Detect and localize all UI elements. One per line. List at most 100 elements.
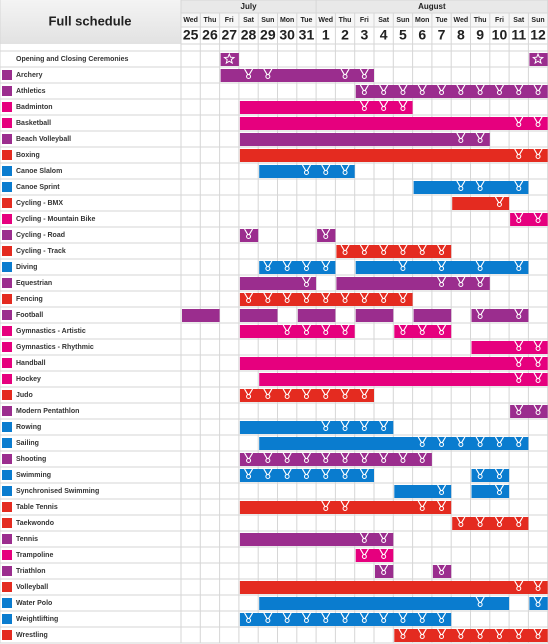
medal-icon xyxy=(475,276,485,284)
sport-name: Archery xyxy=(16,72,43,79)
sport-name: Cycling - Mountain Bike xyxy=(16,216,95,223)
month-label: July xyxy=(241,2,258,11)
date-label: 2 xyxy=(341,27,349,43)
medal-icon xyxy=(284,618,290,623)
medal-icon xyxy=(439,266,445,271)
medal-icon xyxy=(359,532,369,540)
session-bar xyxy=(394,325,452,338)
medal-icon xyxy=(475,260,485,268)
medal-icon xyxy=(458,634,464,639)
session-bar xyxy=(220,69,374,82)
sport-color-key xyxy=(2,294,12,304)
sport-name: Swimming xyxy=(16,472,51,479)
medal-icon xyxy=(340,292,350,300)
weekday-label: Wed xyxy=(183,17,198,24)
session-bar xyxy=(182,309,220,322)
medal-icon xyxy=(265,298,271,303)
medal-icon xyxy=(246,298,252,303)
medal-icon xyxy=(340,244,350,252)
session-bar xyxy=(259,437,529,450)
medal-icon xyxy=(516,314,522,319)
medal-icon xyxy=(379,548,389,556)
medal-icon xyxy=(340,452,350,460)
medal-icon xyxy=(475,132,485,140)
medal-icon xyxy=(246,458,252,463)
medal-icon xyxy=(265,474,271,479)
medal-icon xyxy=(284,458,290,463)
medal-icon xyxy=(361,458,367,463)
medal-icon xyxy=(419,90,425,95)
sport-color-key xyxy=(2,518,12,528)
sport-name: Basketball xyxy=(16,120,51,127)
medal-icon xyxy=(516,154,522,159)
medal-icon xyxy=(533,340,543,348)
medal-icon xyxy=(398,628,408,636)
medal-icon xyxy=(321,468,331,476)
medal-icon xyxy=(516,122,522,127)
medal-icon xyxy=(381,90,387,95)
weekday-label: Fri xyxy=(360,17,369,24)
session-bar xyxy=(259,597,510,610)
medal-icon xyxy=(359,244,369,252)
weekday-label: Thu xyxy=(474,17,487,24)
medal-icon xyxy=(516,346,522,351)
medal-icon xyxy=(265,618,271,623)
medal-icon xyxy=(340,468,350,476)
sport-color-key xyxy=(2,70,12,80)
medal-icon xyxy=(398,244,408,252)
medal-icon xyxy=(340,164,350,172)
medal-icon xyxy=(342,298,348,303)
sport-color-key xyxy=(2,230,12,240)
medal-icon xyxy=(535,586,541,591)
session-bar xyxy=(239,149,548,162)
sport-name: Boxing xyxy=(16,152,40,159)
sport-color-key xyxy=(2,438,12,448)
medal-icon xyxy=(381,618,387,623)
medal-icon xyxy=(494,84,504,92)
medal-icon xyxy=(514,180,524,188)
sport-color-key xyxy=(2,406,12,416)
medal-icon xyxy=(533,580,543,588)
medal-icon xyxy=(282,260,292,268)
medal-icon xyxy=(458,522,464,527)
medal-icon xyxy=(516,410,522,415)
date-label: 28 xyxy=(241,27,257,43)
medal-icon xyxy=(400,458,406,463)
medal-icon xyxy=(535,602,541,607)
medal-icon xyxy=(439,506,445,511)
medal-icon xyxy=(340,68,350,76)
medal-icon xyxy=(494,436,504,444)
medal-icon xyxy=(282,292,292,300)
medal-icon xyxy=(437,84,447,92)
sport-color-key xyxy=(2,278,12,288)
medal-icon xyxy=(398,292,408,300)
ceremony-icon xyxy=(532,52,545,65)
medal-icon xyxy=(379,100,389,108)
medal-icon xyxy=(477,522,483,527)
sport-name: Modern Pentathlon xyxy=(16,408,79,415)
medal-icon xyxy=(437,260,447,268)
medal-icon xyxy=(439,490,445,495)
medal-icon xyxy=(475,308,485,316)
medal-icon xyxy=(379,532,389,540)
medal-icon xyxy=(359,68,369,76)
medal-icon xyxy=(246,394,252,399)
medal-icon xyxy=(381,570,387,575)
medal-icon xyxy=(514,116,524,124)
medal-icon xyxy=(265,458,271,463)
medal-icon xyxy=(400,298,406,303)
month-header xyxy=(181,0,548,13)
medal-icon xyxy=(301,276,311,284)
medal-icon xyxy=(456,628,466,636)
medal-icon xyxy=(361,538,367,543)
medal-icon xyxy=(456,516,466,524)
date-label: 27 xyxy=(221,27,237,43)
weekday-label: Sat xyxy=(378,17,390,24)
medal-icon xyxy=(400,266,406,271)
sport-color-key xyxy=(2,262,12,272)
medal-icon xyxy=(321,452,331,460)
date-label: 8 xyxy=(457,27,465,43)
medal-icon xyxy=(419,330,425,335)
medal-icon xyxy=(379,84,389,92)
medal-icon xyxy=(439,330,445,335)
